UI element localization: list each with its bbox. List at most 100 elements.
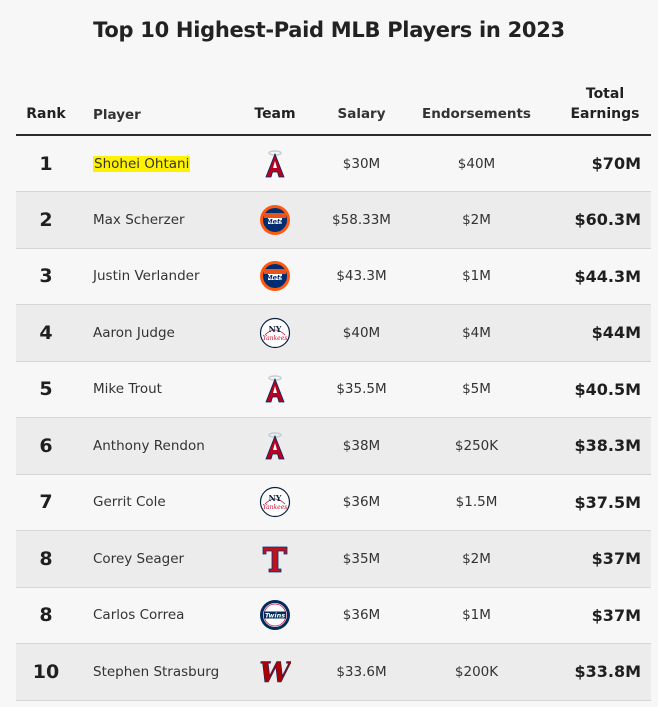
header-total-earnings: Total Earnings — [544, 84, 651, 136]
svg-text:Twins: Twins — [265, 612, 285, 620]
svg-text:W: W — [259, 656, 291, 688]
total-earnings-cell: $37M — [544, 530, 651, 588]
player-name: Mike Trout — [93, 381, 162, 398]
header-salary: Salary — [314, 84, 409, 136]
team-cell — [236, 417, 314, 475]
header-row: Rank Player Team Salary Endorsements Tot… — [16, 84, 651, 136]
svg-text:Yankees: Yankees — [263, 504, 288, 511]
player-name: Carlos Correa — [93, 607, 185, 624]
total-earnings-cell: $70M — [544, 135, 651, 192]
total-earnings-cell: $37M — [544, 587, 651, 644]
table-body: 1 Shohei Ohtani $30M $40M $70M 2 Max Scherzer M… — [16, 135, 651, 701]
earnings-table: Rank Player Team Salary Endorsements Tot… — [16, 84, 651, 701]
player-cell: Shohei Ohtani — [76, 135, 236, 192]
endorsements-cell: $1.5M — [409, 474, 544, 531]
salary-cell: $36M — [314, 474, 409, 531]
team-cell: NY Yankees — [236, 304, 314, 362]
svg-text:NY: NY — [268, 493, 281, 503]
player-name: Corey Seager — [93, 550, 185, 567]
rank-cell: 5 — [16, 361, 76, 418]
salary-cell: $33.6M — [314, 643, 409, 701]
table-row: 1 Shohei Ohtani $30M $40M $70M — [16, 135, 651, 192]
endorsements-cell: $1M — [409, 587, 544, 644]
mets-logo-icon: Mets — [259, 204, 291, 236]
nationals-logo-icon: W — [259, 655, 294, 689]
player-name: Gerrit Cole — [93, 494, 166, 511]
total-earnings-cell: $44M — [544, 304, 651, 362]
header-team: Team — [236, 84, 314, 136]
salary-cell: $40M — [314, 304, 409, 362]
player-name: Justin Verlander — [93, 268, 200, 285]
team-cell: W — [236, 643, 314, 701]
salary-cell: $35M — [314, 530, 409, 588]
total-earnings-cell: $33.8M — [544, 643, 651, 701]
endorsements-cell: $250K — [409, 417, 544, 475]
player-cell: Corey Seager — [76, 530, 236, 588]
player-cell: Max Scherzer — [76, 191, 236, 249]
player-cell: Justin Verlander — [76, 248, 236, 305]
player-name: Max Scherzer — [93, 211, 185, 228]
player-name: Aaron Judge — [93, 324, 175, 341]
total-earnings-cell: $37.5M — [544, 474, 651, 531]
player-cell: Anthony Rendon — [76, 417, 236, 475]
table-row: 8 Corey Seager $35M $2M $37M — [16, 530, 651, 588]
rank-cell: 7 — [16, 474, 76, 531]
total-earnings-cell: $60.3M — [544, 191, 651, 249]
team-cell — [236, 361, 314, 418]
table-row: 10 Stephen Strasburg W $33.6M $200K $33.8M — [16, 643, 651, 701]
endorsements-cell: $200K — [409, 643, 544, 701]
salary-cell: $38M — [314, 417, 409, 475]
total-earnings-cell: $44.3M — [544, 248, 651, 305]
endorsements-cell: $4M — [409, 304, 544, 362]
rank-cell: 6 — [16, 417, 76, 475]
table-row: 5 Mike Trout $35.5M $5M $40.5M — [16, 361, 651, 418]
team-cell: Mets — [236, 191, 314, 249]
salary-cell: $36M — [314, 587, 409, 644]
rank-cell: 8 — [16, 587, 76, 644]
header-rank: Rank — [16, 84, 76, 136]
table-row: 8 Carlos Correa Twins $36M $1M $37M — [16, 587, 651, 644]
angels-logo-icon — [259, 430, 291, 462]
team-cell — [236, 530, 314, 588]
player-name: Stephen Strasburg — [93, 663, 220, 680]
team-cell: NY Yankees — [236, 474, 314, 531]
total-earnings-cell: $38.3M — [544, 417, 651, 475]
table-row: 2 Max Scherzer Mets $58.33M $2M $60.3M — [16, 191, 651, 249]
rangers-logo-icon — [259, 543, 291, 575]
endorsements-cell: $2M — [409, 191, 544, 249]
rank-cell: 2 — [16, 191, 76, 249]
yankees-logo-icon: NY Yankees — [259, 317, 291, 349]
yankees-logo-icon: NY Yankees — [259, 486, 291, 518]
rank-cell: 8 — [16, 530, 76, 588]
player-cell: Aaron Judge — [76, 304, 236, 362]
salary-cell: $43.3M — [314, 248, 409, 305]
endorsements-cell: $5M — [409, 361, 544, 418]
table-row: 4 Aaron Judge NY Yankees $40M $4M $44M — [16, 304, 651, 362]
player-cell: Mike Trout — [76, 361, 236, 418]
header-player: Player — [76, 84, 236, 136]
player-name: Shohei Ohtani — [93, 155, 191, 172]
svg-text:Yankees: Yankees — [263, 335, 288, 342]
rank-cell: 3 — [16, 248, 76, 305]
player-cell: Carlos Correa — [76, 587, 236, 644]
rank-cell: 10 — [16, 643, 76, 701]
team-cell: Mets — [236, 248, 314, 305]
table-row: 7 Gerrit Cole NY Yankees $36M $1.5M $37.5M — [16, 474, 651, 531]
salary-cell: $35.5M — [314, 361, 409, 418]
endorsements-cell: $2M — [409, 530, 544, 588]
endorsements-cell: $1M — [409, 248, 544, 305]
twins-logo-icon: Twins — [259, 599, 291, 631]
svg-text:Mets: Mets — [266, 274, 284, 282]
svg-text:NY: NY — [268, 324, 281, 334]
rank-cell: 1 — [16, 135, 76, 192]
table-row: 3 Justin Verlander Mets $43.3M $1M $44.3M — [16, 248, 651, 305]
team-cell — [236, 135, 314, 192]
header-endorsements: Endorsements — [409, 84, 544, 136]
header-total-earnings-label: Total Earnings — [570, 86, 640, 122]
player-name: Anthony Rendon — [93, 437, 205, 454]
angels-logo-icon — [259, 373, 291, 405]
endorsements-cell: $40M — [409, 135, 544, 192]
angels-logo-icon — [259, 148, 291, 180]
player-cell: Stephen Strasburg — [76, 643, 236, 701]
total-earnings-cell: $40.5M — [544, 361, 651, 418]
